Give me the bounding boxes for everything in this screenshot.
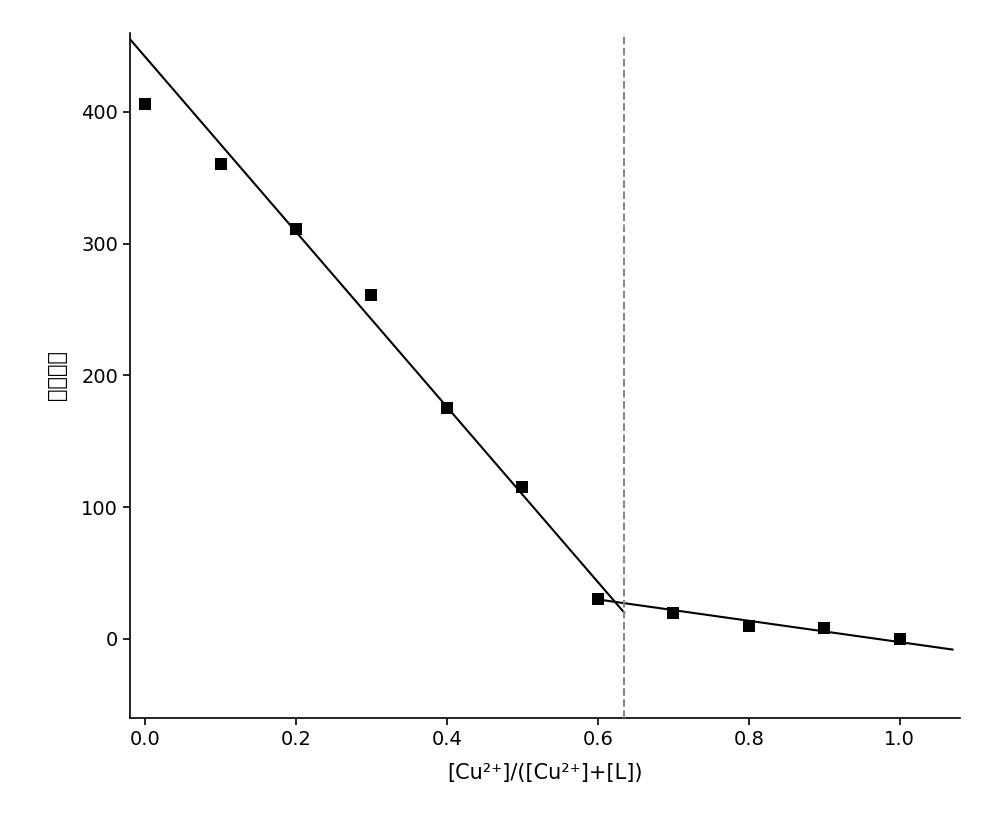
- Point: [288, 223, 304, 236]
- Point: [137, 97, 153, 110]
- Point: [590, 593, 606, 606]
- Point: [514, 481, 530, 494]
- Point: [439, 401, 455, 415]
- Point: [741, 619, 757, 632]
- Point: [892, 632, 908, 645]
- X-axis label: [Cu²⁺]/([Cu²⁺]+[L]): [Cu²⁺]/([Cu²⁺]+[L]): [447, 763, 643, 783]
- Point: [363, 288, 379, 301]
- Y-axis label: 荧光强度: 荧光强度: [47, 350, 67, 401]
- Point: [665, 606, 681, 619]
- Point: [816, 622, 832, 635]
- Point: [213, 158, 229, 171]
